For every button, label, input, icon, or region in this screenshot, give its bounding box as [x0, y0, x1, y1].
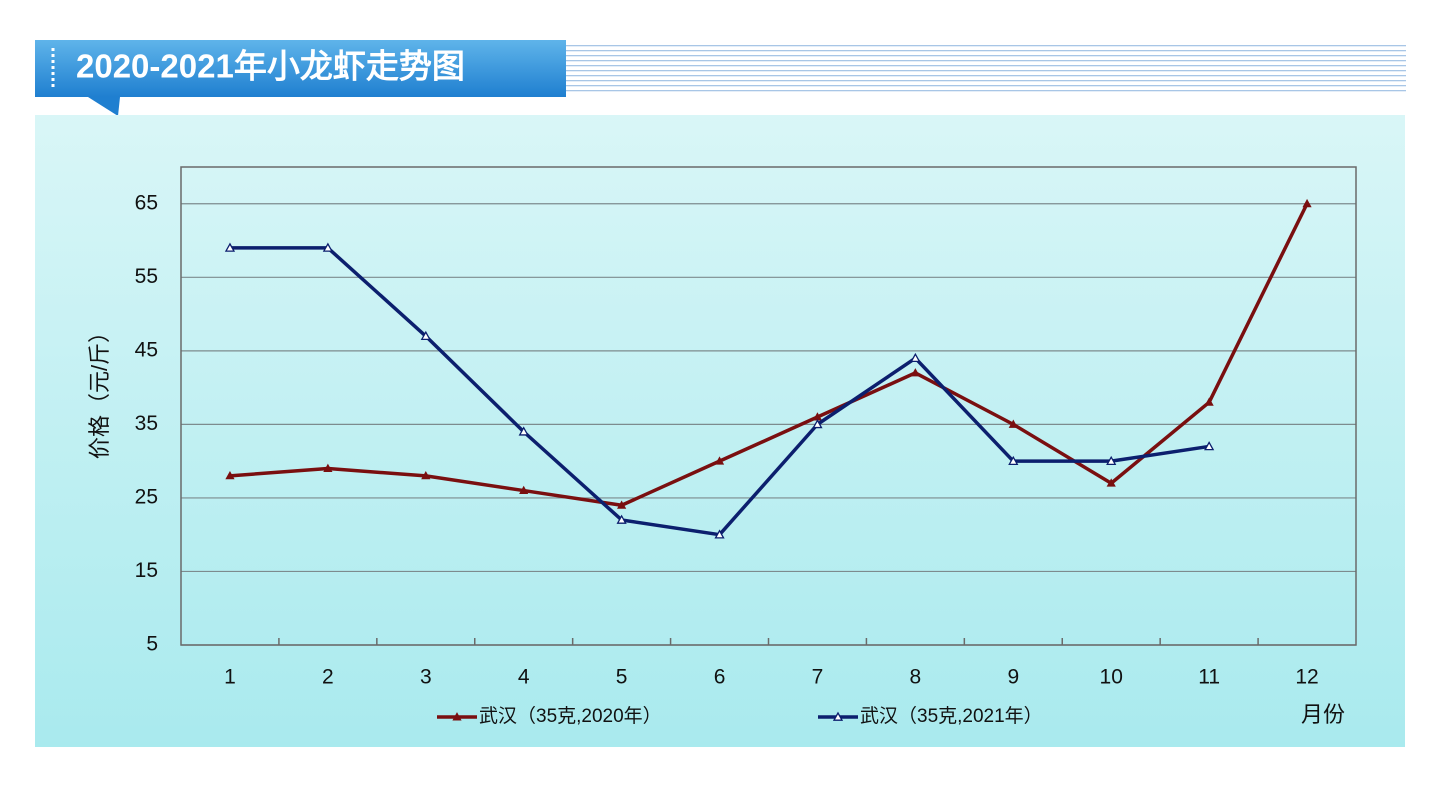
point	[714, 529, 725, 539]
legend-label: 武汉（35克,2020年）	[479, 705, 662, 727]
x-axis-label: 月份	[1301, 702, 1345, 727]
point	[1008, 419, 1018, 428]
x-tick-label: 12	[1295, 666, 1318, 689]
point	[518, 426, 529, 436]
point	[910, 352, 921, 363]
point	[224, 242, 236, 252]
x-tick-label: 11	[1198, 666, 1220, 689]
x-tick-label: 4	[518, 666, 530, 689]
chart-panel	[35, 115, 1405, 747]
y-tick-label: 15	[135, 559, 158, 582]
point	[322, 242, 333, 252]
x-tick-label: 6	[714, 666, 726, 689]
x-tick-label: 9	[1007, 666, 1019, 689]
point	[714, 456, 725, 465]
y-tick-label: 65	[135, 191, 158, 214]
point	[225, 471, 235, 480]
point	[1204, 441, 1215, 451]
x-tick-label: 3	[420, 666, 432, 689]
point	[812, 419, 823, 429]
point	[420, 330, 431, 340]
x-tick-label: 5	[616, 666, 628, 689]
header-stripes	[566, 42, 1406, 92]
banner-tail	[88, 97, 120, 116]
point	[910, 368, 920, 377]
legend-marker	[452, 712, 462, 721]
x-tick-label: 7	[812, 666, 824, 689]
x-tick-label: 2	[322, 666, 334, 689]
x-tick-label: 1	[224, 666, 236, 689]
y-tick-label: 5	[146, 633, 158, 656]
y-tick-label: 55	[135, 265, 158, 288]
point	[519, 485, 529, 495]
y-tick-label: 45	[135, 338, 158, 361]
point	[1106, 478, 1116, 487]
y-axis-label: 价格（元/斤）	[87, 321, 112, 459]
point	[616, 514, 627, 524]
point	[421, 471, 431, 480]
title-banner	[35, 40, 566, 97]
point	[617, 500, 627, 509]
legend-marker	[832, 711, 844, 721]
point	[1302, 198, 1312, 208]
series-line	[229, 202, 1309, 508]
chart-title: 2020-2021年小龙虾走势图	[76, 48, 465, 85]
point	[1204, 397, 1214, 406]
x-tick-label: 8	[910, 666, 922, 689]
point	[323, 463, 333, 472]
y-tick-label: 25	[135, 485, 158, 508]
x-tick-label: 10	[1100, 666, 1123, 689]
legend-label: 武汉（35克,2021年）	[860, 705, 1043, 727]
point	[1008, 455, 1019, 466]
y-tick-label: 35	[135, 412, 158, 435]
point	[1106, 455, 1117, 466]
